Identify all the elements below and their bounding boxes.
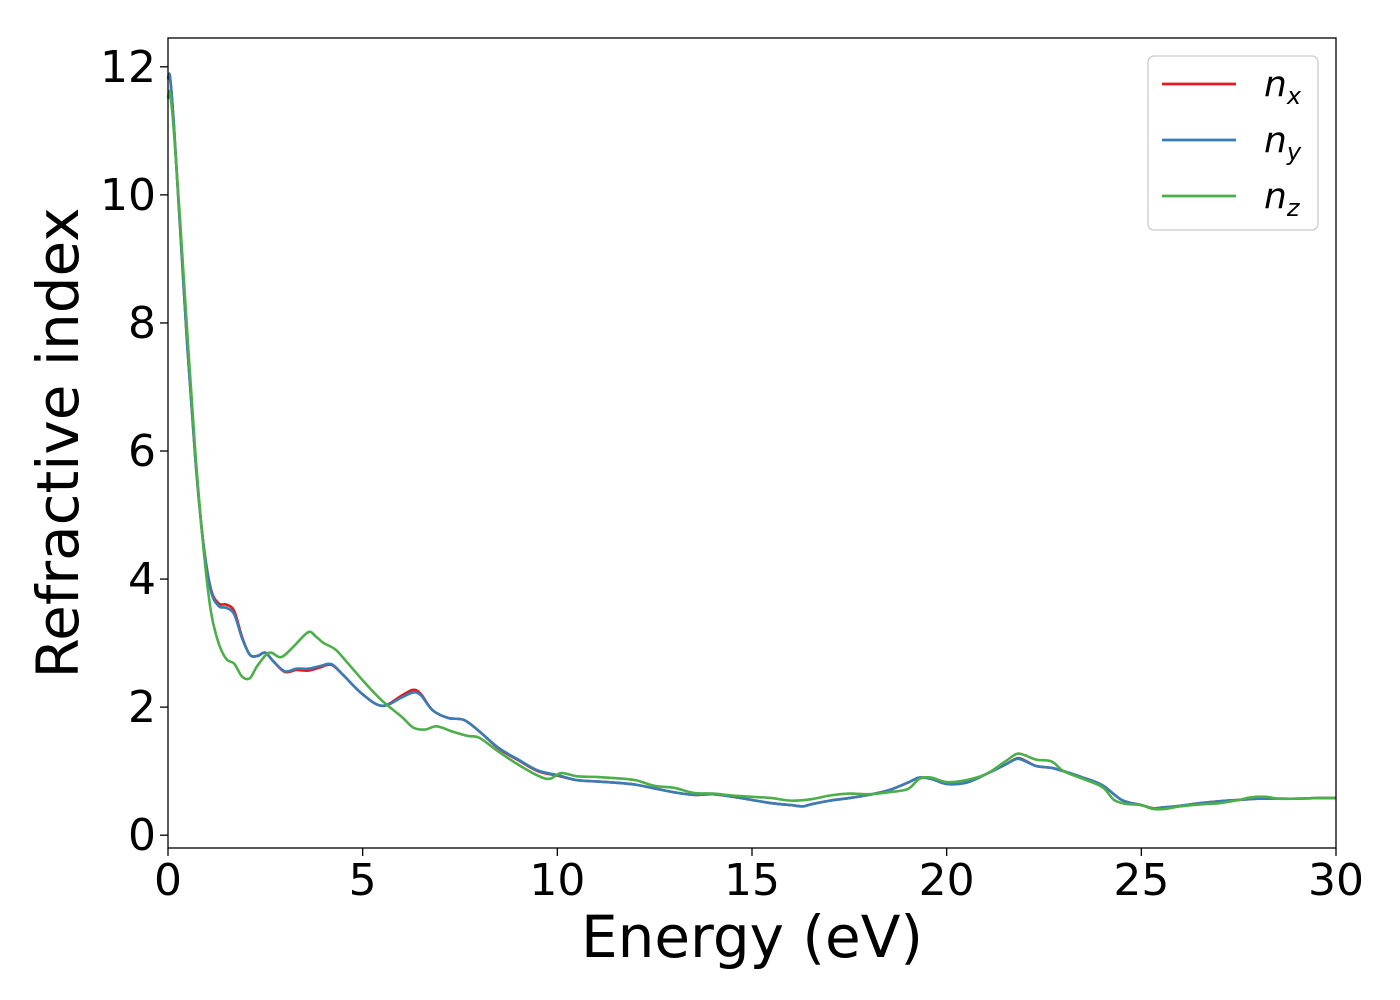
y-tick-label: 10 <box>100 170 156 221</box>
x-tick-label: 10 <box>529 855 585 906</box>
series-layer <box>166 72 1337 811</box>
y-tick-label: 4 <box>128 554 156 605</box>
y-tick-label: 6 <box>128 426 156 477</box>
y-axis-label: Refractive index <box>24 207 92 678</box>
y-axis-ticks: 0 2 4 6 8 10 12 <box>100 42 168 861</box>
x-tick-label: 20 <box>919 855 975 906</box>
x-tick-label: 30 <box>1308 855 1364 906</box>
legend-box <box>1147 55 1319 231</box>
y-tick-label: 0 <box>128 810 156 861</box>
x-axis-ticks: 0 5 10 15 20 25 30 <box>154 848 1364 906</box>
y-tick-label: 2 <box>128 682 156 733</box>
plot-area <box>168 38 1336 848</box>
series-line-ny <box>166 72 1337 810</box>
x-tick-label: 25 <box>1113 855 1169 906</box>
series-line-nz <box>166 89 1337 811</box>
y-tick-label: 8 <box>128 298 156 349</box>
y-tick-label: 12 <box>100 42 156 93</box>
x-axis-label: Energy (eV) <box>581 903 923 971</box>
x-tick-label: 5 <box>349 855 377 906</box>
x-tick-label: 0 <box>154 855 182 906</box>
x-tick-label: 15 <box>724 855 780 906</box>
